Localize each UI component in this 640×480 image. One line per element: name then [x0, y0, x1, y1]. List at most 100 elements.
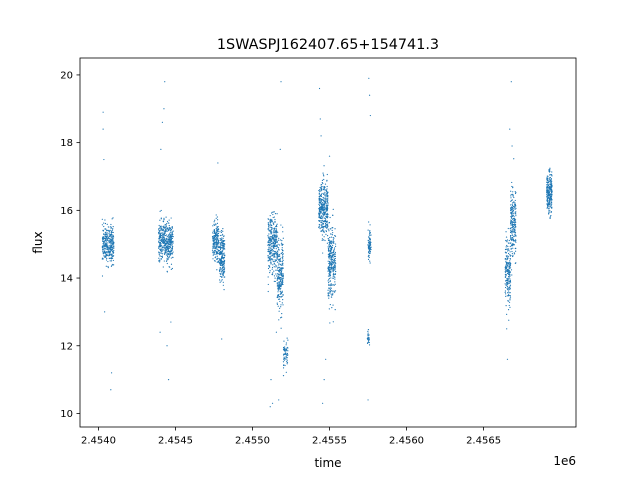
data-point — [275, 248, 277, 250]
data-point — [512, 207, 514, 210]
data-point — [284, 352, 286, 354]
data-point — [164, 234, 166, 237]
data-point — [222, 269, 224, 272]
data-point — [159, 248, 161, 251]
data-point — [275, 256, 277, 258]
data-point — [103, 241, 105, 243]
data-point — [281, 291, 283, 293]
data-point — [318, 213, 320, 215]
data-point — [272, 253, 274, 255]
data-point — [547, 184, 549, 186]
data-point — [221, 237, 223, 239]
data-point — [110, 257, 112, 259]
data-point — [510, 204, 512, 206]
data-point — [279, 239, 282, 241]
data-point — [325, 226, 327, 228]
data-point — [551, 207, 553, 209]
data-point — [220, 247, 222, 249]
data-point — [550, 178, 552, 181]
data-point — [333, 273, 335, 275]
data-point — [550, 184, 552, 186]
data-point — [515, 215, 517, 217]
data-point — [320, 217, 322, 220]
data-point — [513, 244, 515, 246]
data-point — [165, 228, 167, 230]
data-point — [275, 269, 277, 271]
data-point — [330, 258, 332, 260]
data-point — [278, 310, 280, 312]
data-point — [505, 246, 507, 248]
data-point — [277, 256, 279, 258]
data-point — [275, 253, 277, 255]
data-point — [512, 247, 514, 249]
data-point — [549, 183, 551, 185]
data-point — [370, 248, 372, 251]
data-point — [267, 228, 269, 230]
data-point — [368, 243, 371, 245]
data-point — [330, 268, 332, 270]
data-point — [510, 207, 512, 209]
data-point — [281, 295, 283, 297]
data-point — [279, 307, 281, 309]
data-point — [171, 247, 174, 250]
data-point — [512, 243, 514, 246]
data-point — [332, 321, 334, 323]
data-point — [274, 277, 276, 279]
data-point — [158, 257, 160, 259]
data-point — [504, 267, 507, 269]
data-point — [508, 266, 510, 268]
data-point — [215, 234, 217, 236]
data-point — [270, 235, 272, 238]
data-point — [511, 217, 513, 219]
data-point — [510, 216, 513, 218]
data-point — [275, 245, 277, 248]
data-point — [108, 240, 110, 242]
data-point — [267, 249, 269, 251]
data-point — [169, 228, 171, 231]
data-point — [322, 200, 324, 202]
data-point — [512, 187, 514, 189]
data-point — [161, 250, 163, 252]
data-point — [219, 246, 221, 249]
data-point — [167, 255, 169, 258]
data-point — [507, 275, 510, 278]
data-point — [286, 363, 288, 365]
data-point — [278, 282, 281, 284]
data-point — [285, 361, 288, 363]
data-point — [220, 269, 222, 271]
data-point — [330, 266, 333, 269]
data-point — [273, 227, 276, 230]
data-point — [546, 186, 548, 189]
data-point — [547, 205, 549, 207]
data-point — [170, 263, 173, 265]
data-point — [282, 255, 284, 258]
data-point — [515, 235, 517, 237]
data-point — [169, 232, 171, 234]
data-point — [164, 249, 167, 251]
data-point — [369, 234, 371, 236]
data-point — [103, 240, 105, 243]
data-point — [328, 222, 330, 224]
data-point — [220, 231, 223, 233]
data-point — [326, 179, 328, 182]
data-point — [514, 202, 516, 204]
data-point — [213, 223, 215, 225]
data-point — [510, 212, 512, 214]
data-point — [278, 266, 280, 268]
data-point — [324, 205, 326, 207]
data-point — [548, 210, 550, 212]
data-point — [318, 193, 320, 195]
data-point — [277, 294, 279, 296]
data-point — [327, 196, 329, 198]
data-point — [163, 240, 165, 242]
data-point — [277, 247, 280, 249]
data-point — [321, 204, 323, 206]
data-point — [270, 248, 272, 250]
data-point — [547, 177, 549, 179]
data-point — [507, 281, 509, 283]
data-point — [505, 275, 507, 277]
data-point — [223, 244, 225, 247]
data-point — [328, 155, 331, 157]
data-point — [513, 231, 515, 233]
data-point — [102, 111, 104, 113]
